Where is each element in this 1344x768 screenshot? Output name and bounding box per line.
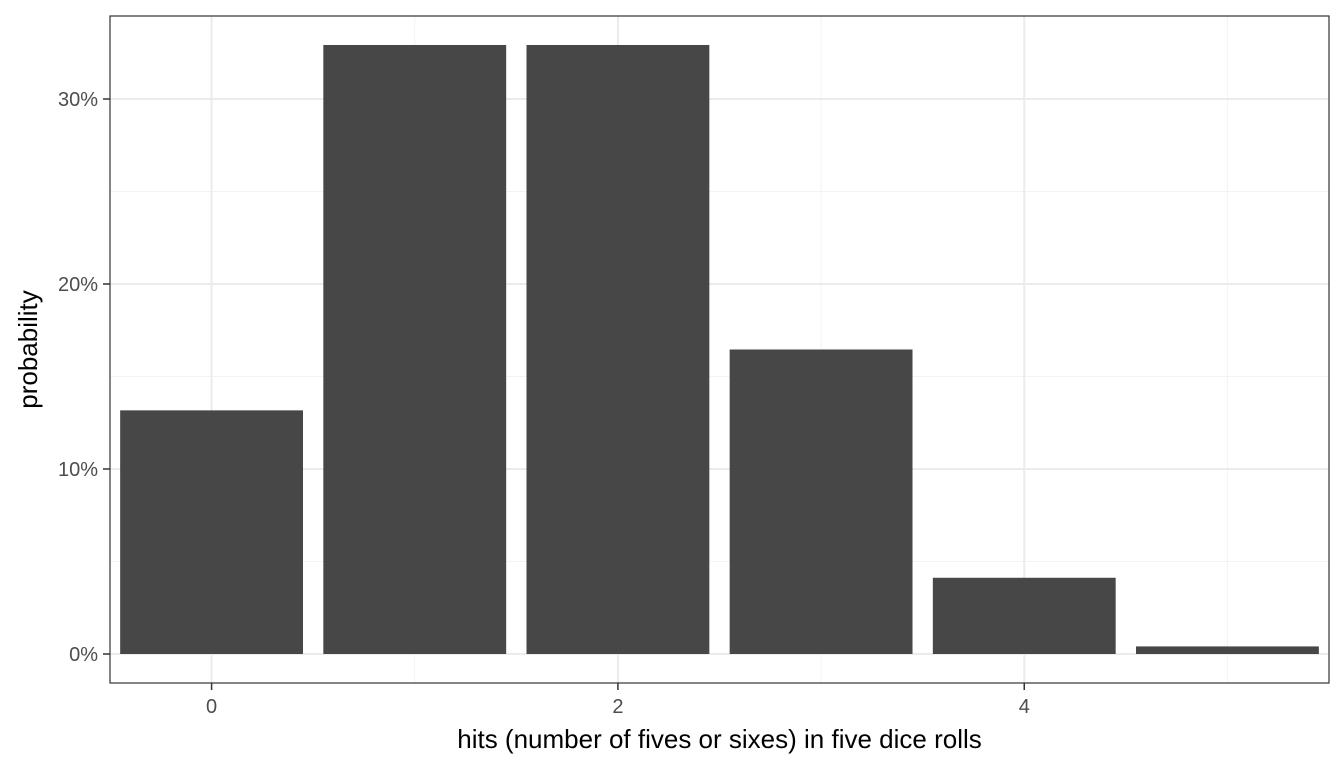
y-tick-label: 30% (58, 89, 98, 111)
y-tick-label: 20% (58, 274, 98, 296)
axis-ticks (103, 98, 1025, 690)
tick-labels: 0% 10% 20% 30% 0 2 4 (58, 89, 1030, 718)
bar-3 (729, 349, 913, 654)
bar-5 (1135, 646, 1319, 654)
bar-4 (932, 577, 1116, 654)
bar-0 (120, 410, 304, 654)
bar-1 (323, 44, 507, 655)
y-tick-label: 0% (69, 644, 98, 666)
y-axis-title: probability (13, 290, 43, 409)
y-tick-label: 10% (58, 459, 98, 481)
x-axis-title: hits (number of fives or sixes) in five … (457, 724, 982, 754)
x-tick-label: 2 (612, 696, 623, 718)
bars (120, 44, 1319, 655)
x-tick-label: 4 (1019, 696, 1030, 718)
bar-2 (526, 44, 710, 655)
x-tick-label: 0 (206, 696, 217, 718)
panel-border (109, 15, 1330, 684)
